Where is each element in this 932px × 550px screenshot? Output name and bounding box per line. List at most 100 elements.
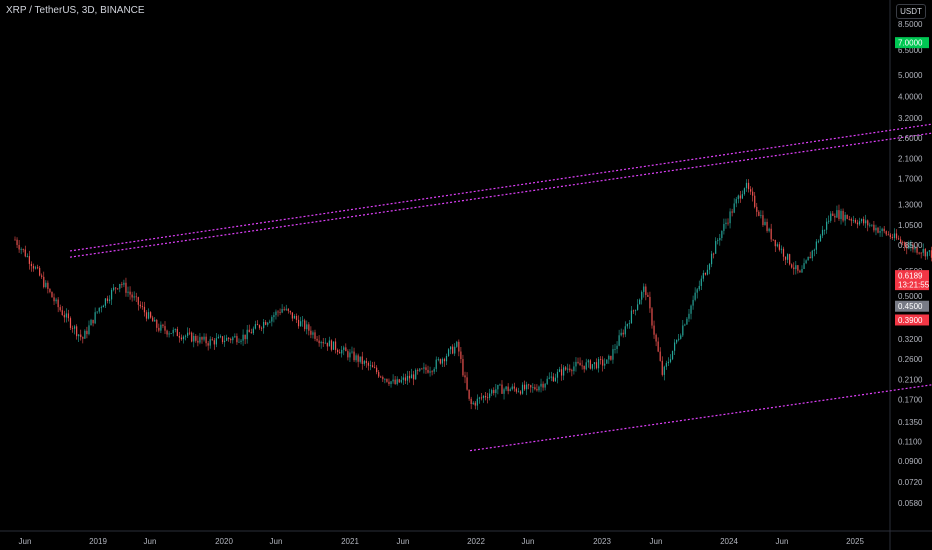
candle-body <box>708 264 711 270</box>
candle-body <box>600 359 602 360</box>
candle-body <box>201 337 203 340</box>
candle-body <box>591 364 593 369</box>
candle-body <box>513 386 515 389</box>
candle-body <box>162 324 164 327</box>
candle-body <box>758 211 760 216</box>
candle-body <box>593 362 596 365</box>
candle-body <box>170 333 172 335</box>
candle-body <box>671 350 674 360</box>
currency-unit-button[interactable]: USDT <box>896 4 926 19</box>
candle-body <box>73 326 76 329</box>
candle-body <box>26 256 28 257</box>
candle-body <box>869 224 871 226</box>
candle-body <box>649 296 651 309</box>
x-tick-label: 2020 <box>215 537 233 546</box>
candle-body <box>737 195 739 200</box>
candle-body <box>770 228 772 240</box>
candle-body <box>316 338 318 341</box>
candle-body <box>102 305 104 308</box>
candle-body <box>628 323 630 325</box>
candle-body <box>123 282 125 285</box>
channel-lower-line[interactable] <box>469 272 932 452</box>
candle-body <box>150 312 152 318</box>
candle-body <box>519 391 522 394</box>
candle-body <box>928 250 930 252</box>
y-tick-label: 1.3000 <box>898 200 923 209</box>
candle-body <box>94 312 96 324</box>
candle-body <box>439 359 441 364</box>
x-tick-label: 2024 <box>720 537 738 546</box>
candle-body <box>363 361 365 364</box>
candle-body <box>797 265 799 271</box>
candle-body <box>630 310 633 324</box>
candle-body <box>219 336 222 338</box>
candle-body <box>850 218 852 221</box>
candle-body <box>265 321 267 325</box>
candle-body <box>807 256 809 261</box>
candle-body <box>110 289 113 300</box>
candle-body <box>659 351 661 361</box>
candle-body <box>698 285 700 290</box>
candle-body <box>474 402 476 406</box>
candle-body <box>702 272 704 279</box>
candle-body <box>113 287 115 290</box>
candle-body <box>137 297 139 305</box>
candle-body <box>762 215 764 226</box>
candle-body <box>647 294 649 297</box>
candle-body <box>532 387 534 388</box>
candle-body <box>195 335 197 341</box>
candle-body <box>924 248 926 257</box>
candle-body <box>78 334 80 337</box>
candle-body <box>900 239 902 242</box>
candle-body <box>37 267 39 269</box>
candle-body <box>392 379 394 382</box>
candle-body <box>723 224 725 231</box>
candle-body <box>791 264 793 268</box>
candle-body <box>554 377 557 382</box>
candle-body <box>246 329 248 340</box>
candle-body <box>778 244 780 250</box>
candle-body <box>579 362 581 366</box>
candle-body <box>694 292 696 300</box>
candle-body <box>606 359 608 364</box>
candle-body <box>295 315 298 320</box>
candle-body <box>739 195 741 199</box>
candle-body <box>462 359 464 376</box>
candle-body <box>760 215 762 216</box>
channel-upper-line[interactable] <box>69 19 932 252</box>
candle-body <box>189 332 191 334</box>
candle-body <box>341 349 343 354</box>
candle-body <box>772 239 774 241</box>
candle-body <box>612 349 614 360</box>
candle-body <box>361 356 363 364</box>
candle-body <box>930 250 932 258</box>
candle-body <box>421 368 423 370</box>
candle-body <box>92 319 94 324</box>
candle-body <box>889 234 891 238</box>
candle-body <box>846 214 848 219</box>
candle-body <box>891 237 893 239</box>
candle-body <box>166 330 168 335</box>
candle-body <box>727 222 729 224</box>
candle-body <box>406 375 409 381</box>
candle-body <box>248 329 250 333</box>
candle-body <box>618 335 620 346</box>
candle-body <box>811 250 813 259</box>
candle-body <box>863 219 865 224</box>
candle-body <box>832 213 834 216</box>
candle-body <box>345 347 347 352</box>
candle-body <box>304 320 306 330</box>
candle-body <box>289 310 291 313</box>
candle-body <box>417 369 419 371</box>
candle-body <box>581 365 583 367</box>
candle-body <box>774 239 776 247</box>
candle-body <box>273 315 275 318</box>
candle-body <box>404 377 407 381</box>
candle-body <box>14 239 16 241</box>
candle-body <box>821 229 824 236</box>
candle-body <box>429 371 431 373</box>
candle-body <box>830 213 832 221</box>
candle-body <box>624 326 626 335</box>
candle-body <box>745 182 748 189</box>
